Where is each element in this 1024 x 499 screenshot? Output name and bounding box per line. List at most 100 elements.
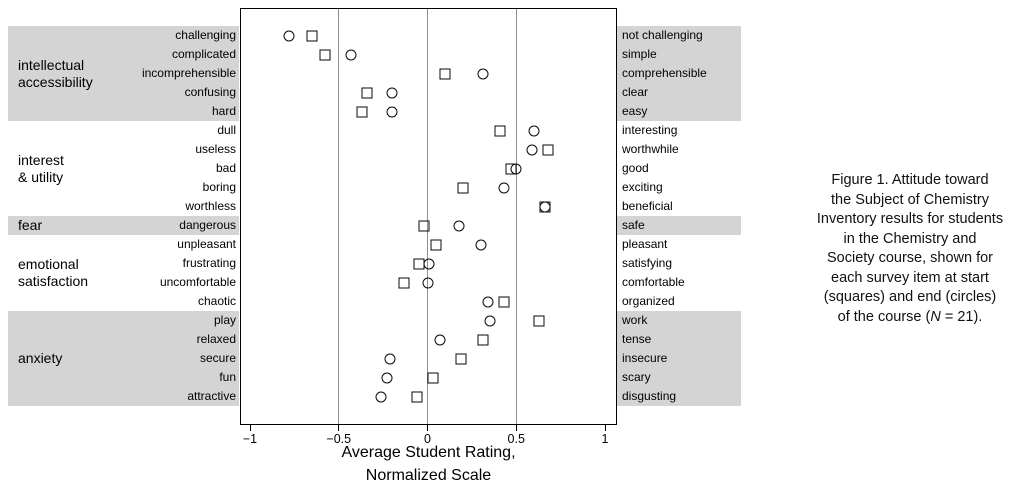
- end-marker: [423, 258, 435, 269]
- item-label-positive: insecure: [622, 351, 668, 365]
- category-label-line: anxiety: [18, 350, 63, 366]
- end-marker: [477, 68, 489, 79]
- start-marker: [361, 87, 373, 98]
- figure-caption: Figure 1. Attitude toward the Subject of …: [778, 171, 1024, 327]
- start-marker: [457, 182, 469, 193]
- x-tick-label: 0.5: [507, 432, 525, 446]
- end-marker: [539, 201, 551, 212]
- item-label-negative: attractive: [187, 389, 236, 403]
- item-label-negative: unpleasant: [177, 237, 236, 251]
- end-marker: [526, 144, 538, 155]
- item-label-positive: clear: [622, 85, 649, 99]
- x-tick: [249, 425, 251, 431]
- item-label-negative: dull: [217, 123, 236, 137]
- end-marker: [482, 296, 494, 307]
- end-marker: [375, 391, 387, 402]
- gridline: [515, 9, 517, 424]
- item-label-positive: interesting: [622, 123, 678, 137]
- category-label: intellectual accessibility: [18, 26, 138, 121]
- item-label-negative: play: [213, 313, 236, 327]
- item-label-positive: tense: [622, 332, 652, 346]
- category-label-line: intellectual: [18, 56, 85, 73]
- start-marker: [494, 125, 506, 136]
- caption-line: (squares) and end (circles): [823, 289, 997, 305]
- start-marker: [319, 49, 331, 60]
- end-marker: [528, 125, 540, 136]
- item-label-positive: organized: [622, 294, 675, 308]
- item-label-negative: incomprehensible: [141, 66, 236, 80]
- gridline: [427, 9, 428, 424]
- category-label-line: fear: [18, 217, 43, 233]
- start-marker: [427, 372, 439, 383]
- category-label: anxiety: [18, 311, 138, 406]
- item-label-negative: frustrating: [182, 256, 236, 270]
- category-label-line: emotional: [18, 256, 79, 272]
- end-marker: [453, 220, 465, 231]
- x-tick: [338, 425, 340, 431]
- item-label-negative: boring: [202, 180, 236, 194]
- category-band-left: [8, 311, 239, 406]
- end-marker: [283, 30, 295, 41]
- end-marker: [434, 334, 446, 345]
- category-label-line: satisfaction: [18, 273, 89, 289]
- item-label-negative: dangerous: [179, 218, 236, 232]
- x-tick: [515, 425, 517, 431]
- start-marker: [413, 258, 425, 269]
- start-marker: [430, 239, 442, 250]
- x-tick-label: −0.5: [326, 432, 352, 446]
- x-axis-title-line1: Average Student Rating,: [341, 444, 516, 461]
- item-label-negative: complicated: [171, 47, 236, 61]
- category-band-right: [617, 311, 741, 406]
- end-marker: [484, 315, 496, 326]
- end-marker: [475, 239, 487, 250]
- caption-line: the Subject of Chemistry: [831, 191, 989, 208]
- start-marker: [477, 334, 489, 345]
- start-marker: [306, 30, 318, 41]
- caption-line: Society course, shown for: [826, 250, 994, 266]
- caption-line: of the course (N = 21).: [837, 308, 983, 325]
- start-marker: [356, 106, 368, 117]
- item-label-positive: exciting: [622, 180, 663, 194]
- caption-line: Inventory results for students: [816, 211, 1004, 227]
- category-label: interest & utility: [18, 121, 138, 216]
- item-label-positive: good: [622, 161, 649, 175]
- item-label-positive: pleasant: [622, 237, 668, 251]
- item-label-positive: comfortable: [622, 275, 685, 289]
- start-marker: [411, 391, 423, 402]
- item-label-positive: worthwhile: [622, 142, 679, 156]
- start-marker: [398, 277, 410, 288]
- item-label-positive: comprehensible: [622, 66, 707, 80]
- start-marker: [542, 144, 554, 155]
- item-label-positive: scary: [622, 370, 651, 384]
- category-band-left: [8, 26, 239, 121]
- end-marker: [498, 182, 510, 193]
- category-label: emotional satisfaction: [18, 235, 138, 311]
- x-tick-label: 0: [424, 432, 431, 446]
- item-label-positive: simple: [622, 47, 657, 61]
- plot-border: [240, 8, 617, 425]
- category-label-line: accessibility: [18, 73, 93, 90]
- end-marker: [386, 106, 398, 117]
- item-label-negative: hard: [211, 104, 236, 118]
- category-label-line: & utility: [18, 168, 64, 185]
- category-band-right: [617, 26, 741, 121]
- end-marker: [381, 372, 393, 383]
- item-label-negative: confusing: [184, 85, 236, 99]
- start-marker: [439, 68, 451, 79]
- item-label-negative: chaotic: [197, 294, 236, 308]
- start-marker: [533, 315, 545, 326]
- caption-line: in the Chemistry and: [843, 230, 977, 247]
- end-marker: [345, 49, 357, 60]
- start-marker: [418, 220, 430, 231]
- category-band-right: [617, 216, 741, 235]
- item-label-negative: worthless: [185, 199, 236, 213]
- start-marker: [455, 353, 467, 364]
- category-label-line: interest: [18, 151, 64, 168]
- start-marker: [498, 296, 510, 307]
- end-marker: [510, 163, 522, 174]
- caption-line: Figure 1. Attitude toward: [831, 172, 989, 188]
- category-label: fear: [18, 216, 138, 235]
- item-label-positive: beneficial: [622, 199, 673, 213]
- end-marker: [386, 87, 398, 98]
